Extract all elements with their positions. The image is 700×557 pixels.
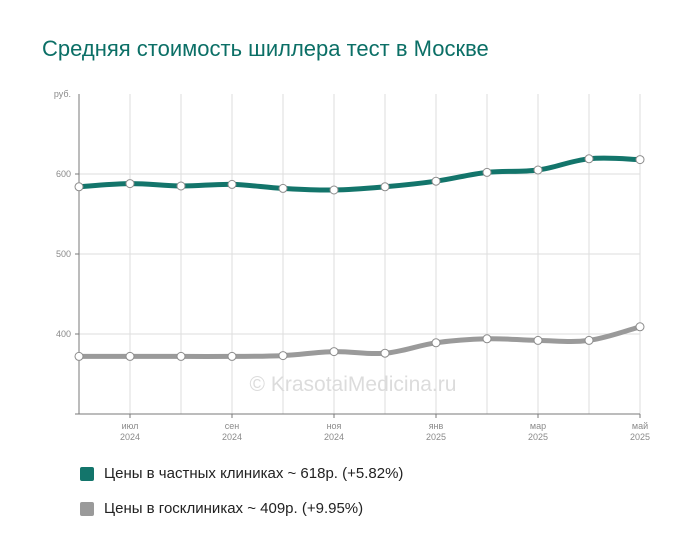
x-tick-label-month: июл	[122, 421, 139, 431]
y-tick-label: 400	[56, 329, 71, 339]
x-tick-label-year: 2024	[222, 432, 242, 442]
y-unit-label: руб.	[54, 89, 71, 99]
legend-item-public[interactable]: Цены в госклиниках ~ 409р. (+9.95%)	[80, 500, 363, 517]
data-point-private	[533, 165, 543, 175]
data-point-public	[74, 351, 84, 361]
legend-swatch-private	[80, 466, 94, 481]
data-point-private	[482, 167, 492, 177]
x-tick-label-month: мар	[530, 421, 546, 431]
watermark: © KrasotaiMedicina.ru	[250, 373, 457, 396]
axes: 400500600руб.июл2024сен2024ноя2024янв202…	[54, 89, 650, 442]
series-line-public	[76, 324, 643, 359]
series	[74, 154, 645, 361]
x-tick-label-month: сен	[225, 421, 240, 431]
data-point-private	[635, 155, 645, 165]
x-tick-label-month: янв	[429, 421, 444, 431]
data-point-private	[74, 182, 84, 192]
data-point-private	[380, 182, 390, 192]
data-point-private	[176, 181, 186, 191]
x-tick-label-month: май	[632, 421, 648, 431]
grid	[79, 94, 641, 414]
legend-swatch-public	[80, 501, 94, 516]
data-point-public	[482, 334, 492, 344]
data-point-public	[278, 351, 288, 361]
data-point-public	[125, 351, 135, 361]
y-tick-label: 600	[56, 169, 71, 179]
data-point-public	[431, 338, 441, 348]
data-point-private	[227, 179, 237, 189]
line-chart: 400500600руб.июл2024сен2024ноя2024янв202…	[54, 89, 650, 442]
data-point-private	[278, 183, 288, 193]
y-tick-label: 500	[56, 249, 71, 259]
x-tick-label-month: ноя	[327, 421, 342, 431]
chart-title: Средняя стоимость шиллера тест в Москве	[42, 36, 489, 61]
x-tick-label-year: 2025	[528, 432, 548, 442]
legend-label-public: Цены в госклиниках ~ 409р. (+9.95%)	[104, 500, 364, 517]
data-point-private	[329, 185, 339, 195]
data-point-public	[176, 351, 186, 361]
x-tick-label-year: 2024	[324, 432, 344, 442]
legend-item-private[interactable]: Цены в частных клиниках ~ 618р. (+5.82%)	[80, 465, 403, 482]
x-tick-label-year: 2024	[120, 432, 140, 442]
data-point-public	[584, 335, 594, 345]
x-tick-label-year: 2025	[426, 432, 446, 442]
data-point-public	[635, 322, 645, 332]
x-tick-label-year: 2025	[630, 432, 650, 442]
data-point-private	[584, 154, 594, 164]
data-point-public	[380, 348, 390, 358]
legend-label-private: Цены в частных клиниках ~ 618р. (+5.82%)	[104, 465, 404, 482]
data-point-private	[125, 179, 135, 189]
data-point-public	[533, 335, 543, 345]
data-point-public	[329, 347, 339, 357]
data-point-private	[431, 176, 441, 186]
data-point-public	[227, 351, 237, 361]
